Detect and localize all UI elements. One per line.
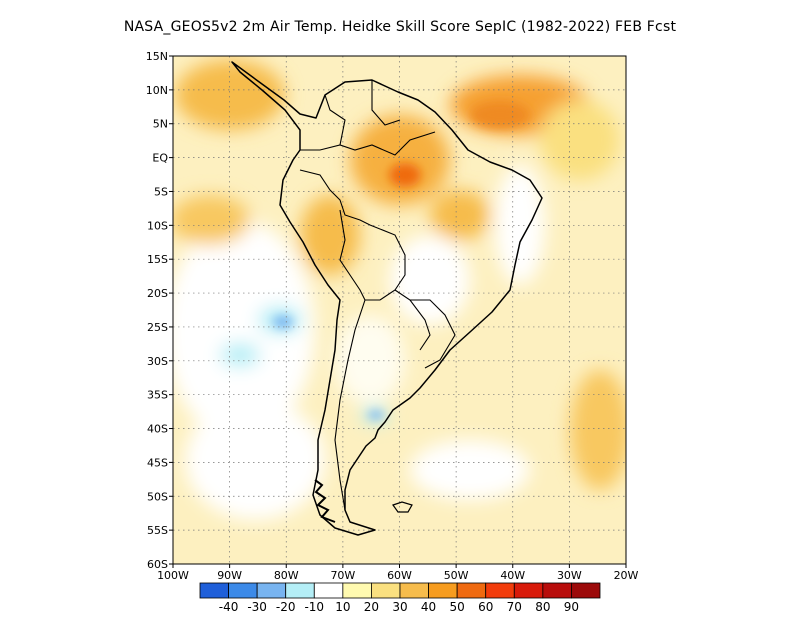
warm-region-brazil [430, 190, 490, 240]
lon-tick-label: 80W [274, 569, 299, 582]
colorbar-swatch [542, 582, 572, 599]
lon-tick-label: 40W [500, 569, 525, 582]
colorbar-swatch [571, 582, 601, 599]
latitude-labels: 15N 10N 5N EQ 5S 10S 15S 20S 25S 30S 35S 40S 45S 50S 5… [146, 50, 173, 571]
lat-tick-label: 60S [147, 558, 168, 571]
warm-region-atlantic [540, 100, 620, 180]
colorbar-swatch [428, 582, 458, 599]
lat-tick-label: 15S [147, 253, 168, 266]
colorbar-swatch [342, 582, 372, 599]
lat-tick-label: 15N [146, 50, 168, 63]
hot-spot-2 [389, 163, 421, 187]
colorbar-label: 20 [364, 600, 379, 614]
colorbar-swatch [256, 582, 287, 599]
lat-lon-grid [173, 56, 626, 564]
colorbar-label: 80 [535, 600, 550, 614]
colorbar-swatch [285, 582, 315, 599]
lat-tick-label: 55S [147, 524, 168, 537]
map-title: NASA_GEOS5v2 2m Air Temp. Heidke Skill S… [123, 19, 677, 35]
white-region-east-brazil [495, 165, 545, 285]
colorbar-swatch [371, 582, 401, 599]
lon-tick-label: 50W [444, 569, 469, 582]
warm-region-amazon [350, 115, 450, 205]
country-borders [299, 80, 456, 511]
lon-tick-label: 100W [157, 569, 189, 582]
lat-tick-label: 5N [153, 118, 168, 131]
colorbar-label: 90 [564, 600, 579, 614]
colorbar-label: -30 [247, 600, 267, 614]
white-region-south-pacific [185, 400, 325, 520]
lat-tick-label: 45S [147, 456, 168, 469]
white-region-south-atlantic [410, 440, 530, 500]
colorbar-swatch [313, 582, 344, 599]
colorbar-swatch [456, 582, 487, 599]
colorbar-label: -10 [304, 600, 324, 614]
lat-tick-label: 30S [147, 355, 168, 368]
cold-spot-1 [273, 316, 293, 328]
colorbar-label: -20 [276, 600, 296, 614]
cold-spot-2 [368, 411, 384, 419]
colorbar-swatch [513, 582, 544, 599]
lon-tick-label: 70W [330, 569, 355, 582]
lon-tick-label: 60W [387, 569, 412, 582]
lat-tick-label: 25S [147, 321, 168, 334]
white-region-argentina [335, 315, 405, 405]
white-region-central [390, 235, 470, 325]
lat-tick-label: EQ [152, 152, 168, 165]
colorbar-swatch [199, 582, 229, 599]
colorbar-label: 60 [478, 600, 493, 614]
warm-region-nw [175, 60, 285, 130]
warm-region-andes [300, 195, 360, 275]
cool-region-2 [220, 343, 260, 367]
fjord-coast [314, 479, 336, 523]
colorbar-swatch [399, 582, 429, 599]
colorbar-swatch [228, 582, 258, 599]
lat-tick-label: 10S [147, 219, 168, 232]
warm-region-west [173, 195, 250, 245]
lon-tick-label: 90W [217, 569, 242, 582]
lon-tick-label: 20W [614, 569, 639, 582]
lat-tick-label: 5S [154, 185, 168, 198]
falkland-islands [392, 501, 413, 513]
lon-tick-label: 30W [557, 569, 582, 582]
lat-tick-label: 35S [147, 389, 168, 402]
colorbar-label: 70 [507, 600, 522, 614]
lat-tick-label: 10N [146, 84, 168, 97]
colorbar-label: 10 [335, 600, 350, 614]
colorbar-label: 30 [392, 600, 407, 614]
shaded-field [173, 56, 626, 564]
colorbar-label: -40 [219, 600, 239, 614]
longitude-labels: 100W 90W 80W 70W 60W 50W 40W 30W 20W [157, 564, 639, 582]
hot-spot-1 [470, 101, 530, 129]
colorbar-swatch [485, 582, 515, 599]
colorbar-label: 50 [450, 600, 465, 614]
lat-tick-label: 20S [147, 287, 168, 300]
colorbar-label: 40 [421, 600, 436, 614]
lat-tick-label: 50S [147, 490, 168, 503]
lat-tick-label: 40S [147, 423, 168, 436]
south-america-coastline [231, 61, 543, 536]
colorbar: -40 -30 -20 -10 10 20 30 40 50 60 70 80 90 [199, 582, 601, 614]
white-region-pacific [173, 220, 315, 440]
warm-region-southeast [570, 370, 626, 490]
